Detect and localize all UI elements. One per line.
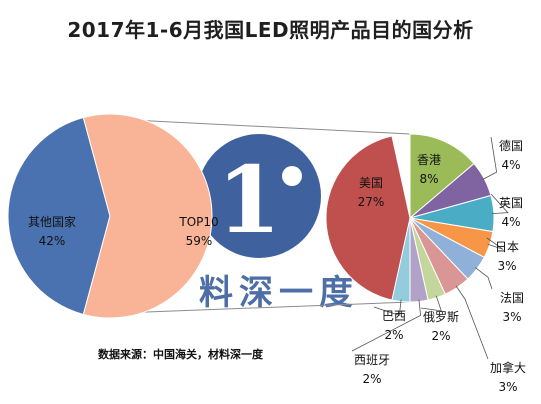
breakdown-8-label: 西班牙 bbox=[354, 353, 390, 367]
breakdown-5-label: 法国 bbox=[500, 291, 524, 305]
hongkong-label: 香港 bbox=[417, 153, 441, 167]
breakdown-2-label: 德国 bbox=[499, 138, 523, 153]
data-labels: 其他国家 42% TOP10 59% 美国 27% 香港 8% 德国 4% 英国 4% 日本 3% 法国 3%… bbox=[28, 136, 526, 394]
leader-line-英国 bbox=[490, 193, 509, 214]
usa-label: 美国 bbox=[359, 176, 383, 190]
breakdown-3-value-label: 4% bbox=[501, 215, 520, 229]
watermark: 1 料深一度 bbox=[197, 134, 359, 313]
main-pie bbox=[7, 113, 213, 319]
breakdown-9-value-label: 2% bbox=[384, 328, 403, 342]
hongkong-value-label: 8% bbox=[419, 172, 438, 186]
breakdown-3-label: 英国 bbox=[499, 196, 523, 210]
leader-line-加拿大 bbox=[455, 285, 489, 360]
breakdown-7-value-label: 2% bbox=[431, 329, 450, 343]
watermark-logo-glyph: 1 bbox=[217, 146, 281, 254]
others-label: 其他国家 bbox=[28, 214, 76, 229]
leader-line-法国 bbox=[475, 267, 493, 290]
breakdown-6-value-label: 3% bbox=[498, 380, 517, 394]
slice-美国 bbox=[325, 135, 411, 303]
breakdown-4-label: 日本 bbox=[495, 240, 519, 254]
top10-label: TOP10 bbox=[178, 215, 218, 229]
breakdown-4-value-label: 3% bbox=[497, 259, 516, 273]
breakdown-pie bbox=[325, 133, 495, 303]
leader-line-日本 bbox=[486, 237, 504, 250]
watermark-logo-dot bbox=[282, 166, 302, 186]
breakdown-5-value-label: 3% bbox=[502, 310, 521, 324]
watermark-text: 料深一度 bbox=[199, 273, 359, 313]
slice-香港 bbox=[409, 133, 475, 220]
breakdown-6-label: 加拿大 bbox=[490, 360, 526, 375]
leader-line-德国 bbox=[482, 136, 498, 180]
breakdown-8-value-label: 2% bbox=[362, 372, 381, 386]
usa-value-label: 27% bbox=[358, 195, 385, 209]
watermark-logo-circle bbox=[197, 134, 321, 258]
source-note: 数据来源：中国海关，材料深一度 bbox=[98, 348, 263, 361]
leader-line-巴西 bbox=[373, 299, 402, 316]
chart-title: 2017年1-6月我国LED照明产品目的国分析 bbox=[67, 18, 474, 42]
slice-others bbox=[7, 116, 111, 316]
slice-top10 bbox=[82, 113, 213, 319]
leader-line-西班牙 bbox=[351, 299, 422, 352]
others-value-label: 42% bbox=[39, 234, 66, 248]
breakdown-9-label: 巴西 bbox=[382, 309, 406, 323]
breakdown-7-label: 俄罗斯 bbox=[423, 310, 459, 324]
leader-line-俄罗斯 bbox=[420, 295, 442, 312]
top10-value-label: 59% bbox=[186, 234, 213, 248]
breakdown-2-value-label: 4% bbox=[501, 158, 520, 172]
